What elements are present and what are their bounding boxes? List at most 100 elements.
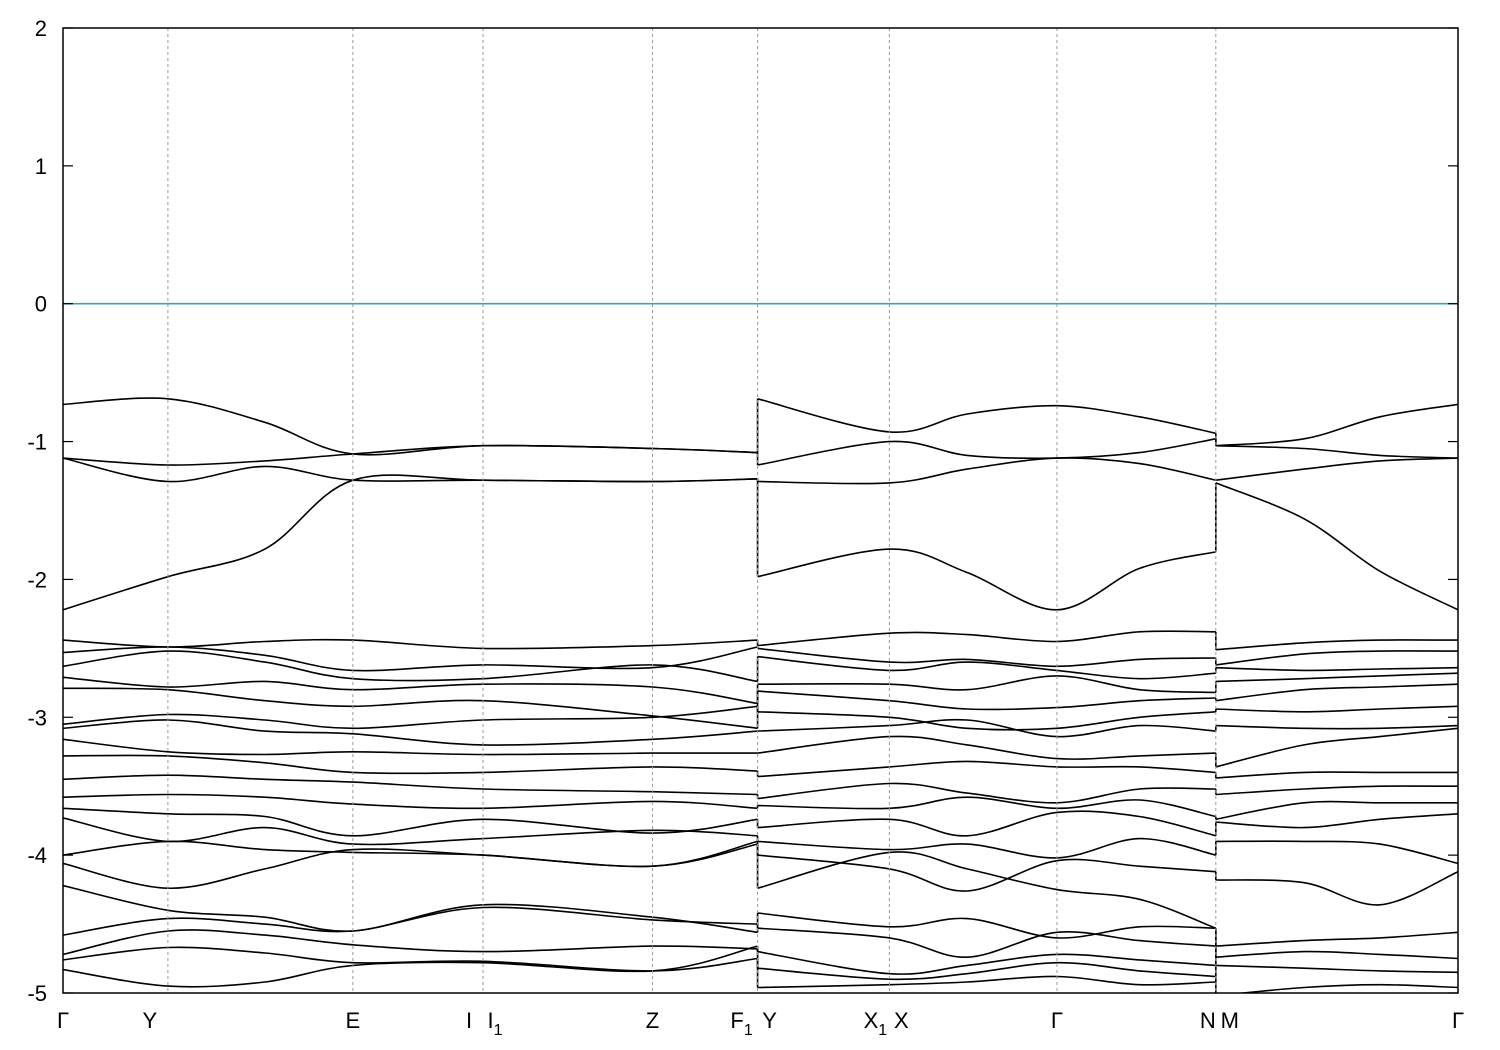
x-kpoint-label: Y xyxy=(143,1008,158,1033)
x-kpoint-label: E xyxy=(346,1008,361,1033)
band-line xyxy=(1235,983,1458,993)
kpoint-symbol: X xyxy=(864,1008,879,1033)
band-line xyxy=(1215,785,1458,796)
x-kpoint-label: Γ xyxy=(57,1008,69,1033)
band-line xyxy=(1215,672,1458,683)
band-line xyxy=(757,851,1217,929)
band-line xyxy=(63,793,758,810)
band-line xyxy=(63,705,758,730)
kpoint-symbol: N xyxy=(1200,1008,1216,1033)
y-tick-label: 2 xyxy=(35,16,47,41)
band-line xyxy=(1215,444,1458,459)
kpoint-symbol: X xyxy=(894,1008,909,1033)
band-line xyxy=(757,675,1216,694)
band-line xyxy=(63,650,758,683)
band-line xyxy=(63,738,758,756)
kpoint-symbol: Y xyxy=(762,1008,777,1033)
band-line xyxy=(1215,727,1458,768)
x-kpoint-label: X1 xyxy=(864,1008,888,1039)
band-line xyxy=(1215,931,1458,947)
x-kpoint-label: N xyxy=(1200,1008,1216,1033)
band-line xyxy=(63,676,758,705)
y-tick-label: -1 xyxy=(27,430,47,455)
plot-frame xyxy=(62,27,1459,994)
band-line xyxy=(1215,482,1458,611)
x-kpoint-label: F1 xyxy=(730,1008,752,1039)
kpoint-symbol: I xyxy=(488,1008,494,1033)
band-line xyxy=(1215,870,1458,906)
x-kpoint-label: I1 xyxy=(488,1008,503,1039)
x-kpoint-label: M xyxy=(1221,1008,1239,1033)
band-line xyxy=(757,718,1216,738)
band-line xyxy=(757,810,1216,837)
band-line xyxy=(757,548,1216,611)
kpoint-subscript: 1 xyxy=(744,1022,753,1039)
band-line xyxy=(63,754,758,775)
band-segment xyxy=(757,398,1217,993)
band-line xyxy=(1215,771,1458,779)
band-line xyxy=(1215,705,1458,713)
band-line xyxy=(1215,724,1458,730)
y-tick-label: 0 xyxy=(35,292,47,317)
band-line xyxy=(63,457,758,483)
band-segment xyxy=(63,397,759,988)
band-line xyxy=(757,690,1216,711)
band-line xyxy=(63,946,758,972)
x-kpoint-label: Γ xyxy=(1452,1008,1464,1033)
band-line xyxy=(1215,840,1458,865)
band-line xyxy=(63,687,758,730)
kpoint-lines xyxy=(167,28,1217,993)
x-kpoint-label: Y xyxy=(762,1008,777,1033)
band-line xyxy=(757,854,1216,892)
band-line xyxy=(1215,639,1458,651)
band-line xyxy=(757,655,1216,680)
y-tick-label: -4 xyxy=(27,843,47,868)
band-line xyxy=(757,457,1216,485)
kpoint-symbol: Γ xyxy=(57,1008,69,1033)
band-line xyxy=(757,837,1216,859)
y-tick-label: 1 xyxy=(35,154,47,179)
band-line xyxy=(757,961,1216,981)
band-line xyxy=(1215,650,1458,666)
band-line xyxy=(757,912,1216,939)
band-line xyxy=(757,711,1216,731)
band-line xyxy=(1215,950,1458,960)
kpoint-symbol: Z xyxy=(646,1008,659,1033)
band-line xyxy=(1215,683,1458,702)
band-line xyxy=(1215,813,1458,829)
x-kpoint-label: Z xyxy=(646,1008,659,1033)
y-axis: -5 -4 -3 -2 -1 0 1 2 xyxy=(27,16,1458,1006)
kpoint-symbol: Γ xyxy=(1051,1008,1063,1033)
kpoint-symbol: M xyxy=(1221,1008,1239,1033)
kpoint-symbol: I xyxy=(466,1008,472,1033)
band-line xyxy=(63,397,758,456)
band-line xyxy=(757,398,1216,435)
band-lines xyxy=(63,397,1458,993)
band-line xyxy=(1215,403,1458,447)
kpoint-symbol: F xyxy=(730,1008,743,1033)
band-line xyxy=(63,843,758,890)
kpoint-symbol: Γ xyxy=(1452,1008,1464,1033)
band-line xyxy=(757,647,1216,668)
x-kpoint-label: Γ xyxy=(1051,1008,1063,1033)
band-line xyxy=(757,975,1216,989)
kpoint-subscript: 1 xyxy=(878,1022,887,1039)
band-line xyxy=(63,444,758,466)
band-line xyxy=(757,735,1216,760)
band-line xyxy=(757,927,1216,959)
kpoint-subscript: 1 xyxy=(494,1022,503,1039)
band-line xyxy=(63,884,758,934)
band-line xyxy=(63,945,758,988)
band-line xyxy=(757,760,1216,778)
band-line xyxy=(757,796,1216,818)
band-line xyxy=(63,474,758,611)
band-line xyxy=(757,438,1216,466)
x-kpoint-label: I xyxy=(466,1008,472,1033)
band-line xyxy=(1215,666,1458,672)
band-line xyxy=(63,807,758,837)
band-segment xyxy=(1215,403,1458,993)
x-axis: Γ Y E I I1 Z F1 Y X1 X Γ N M Γ xyxy=(57,1008,1464,1039)
band-line xyxy=(63,719,758,746)
band-line xyxy=(63,840,758,868)
